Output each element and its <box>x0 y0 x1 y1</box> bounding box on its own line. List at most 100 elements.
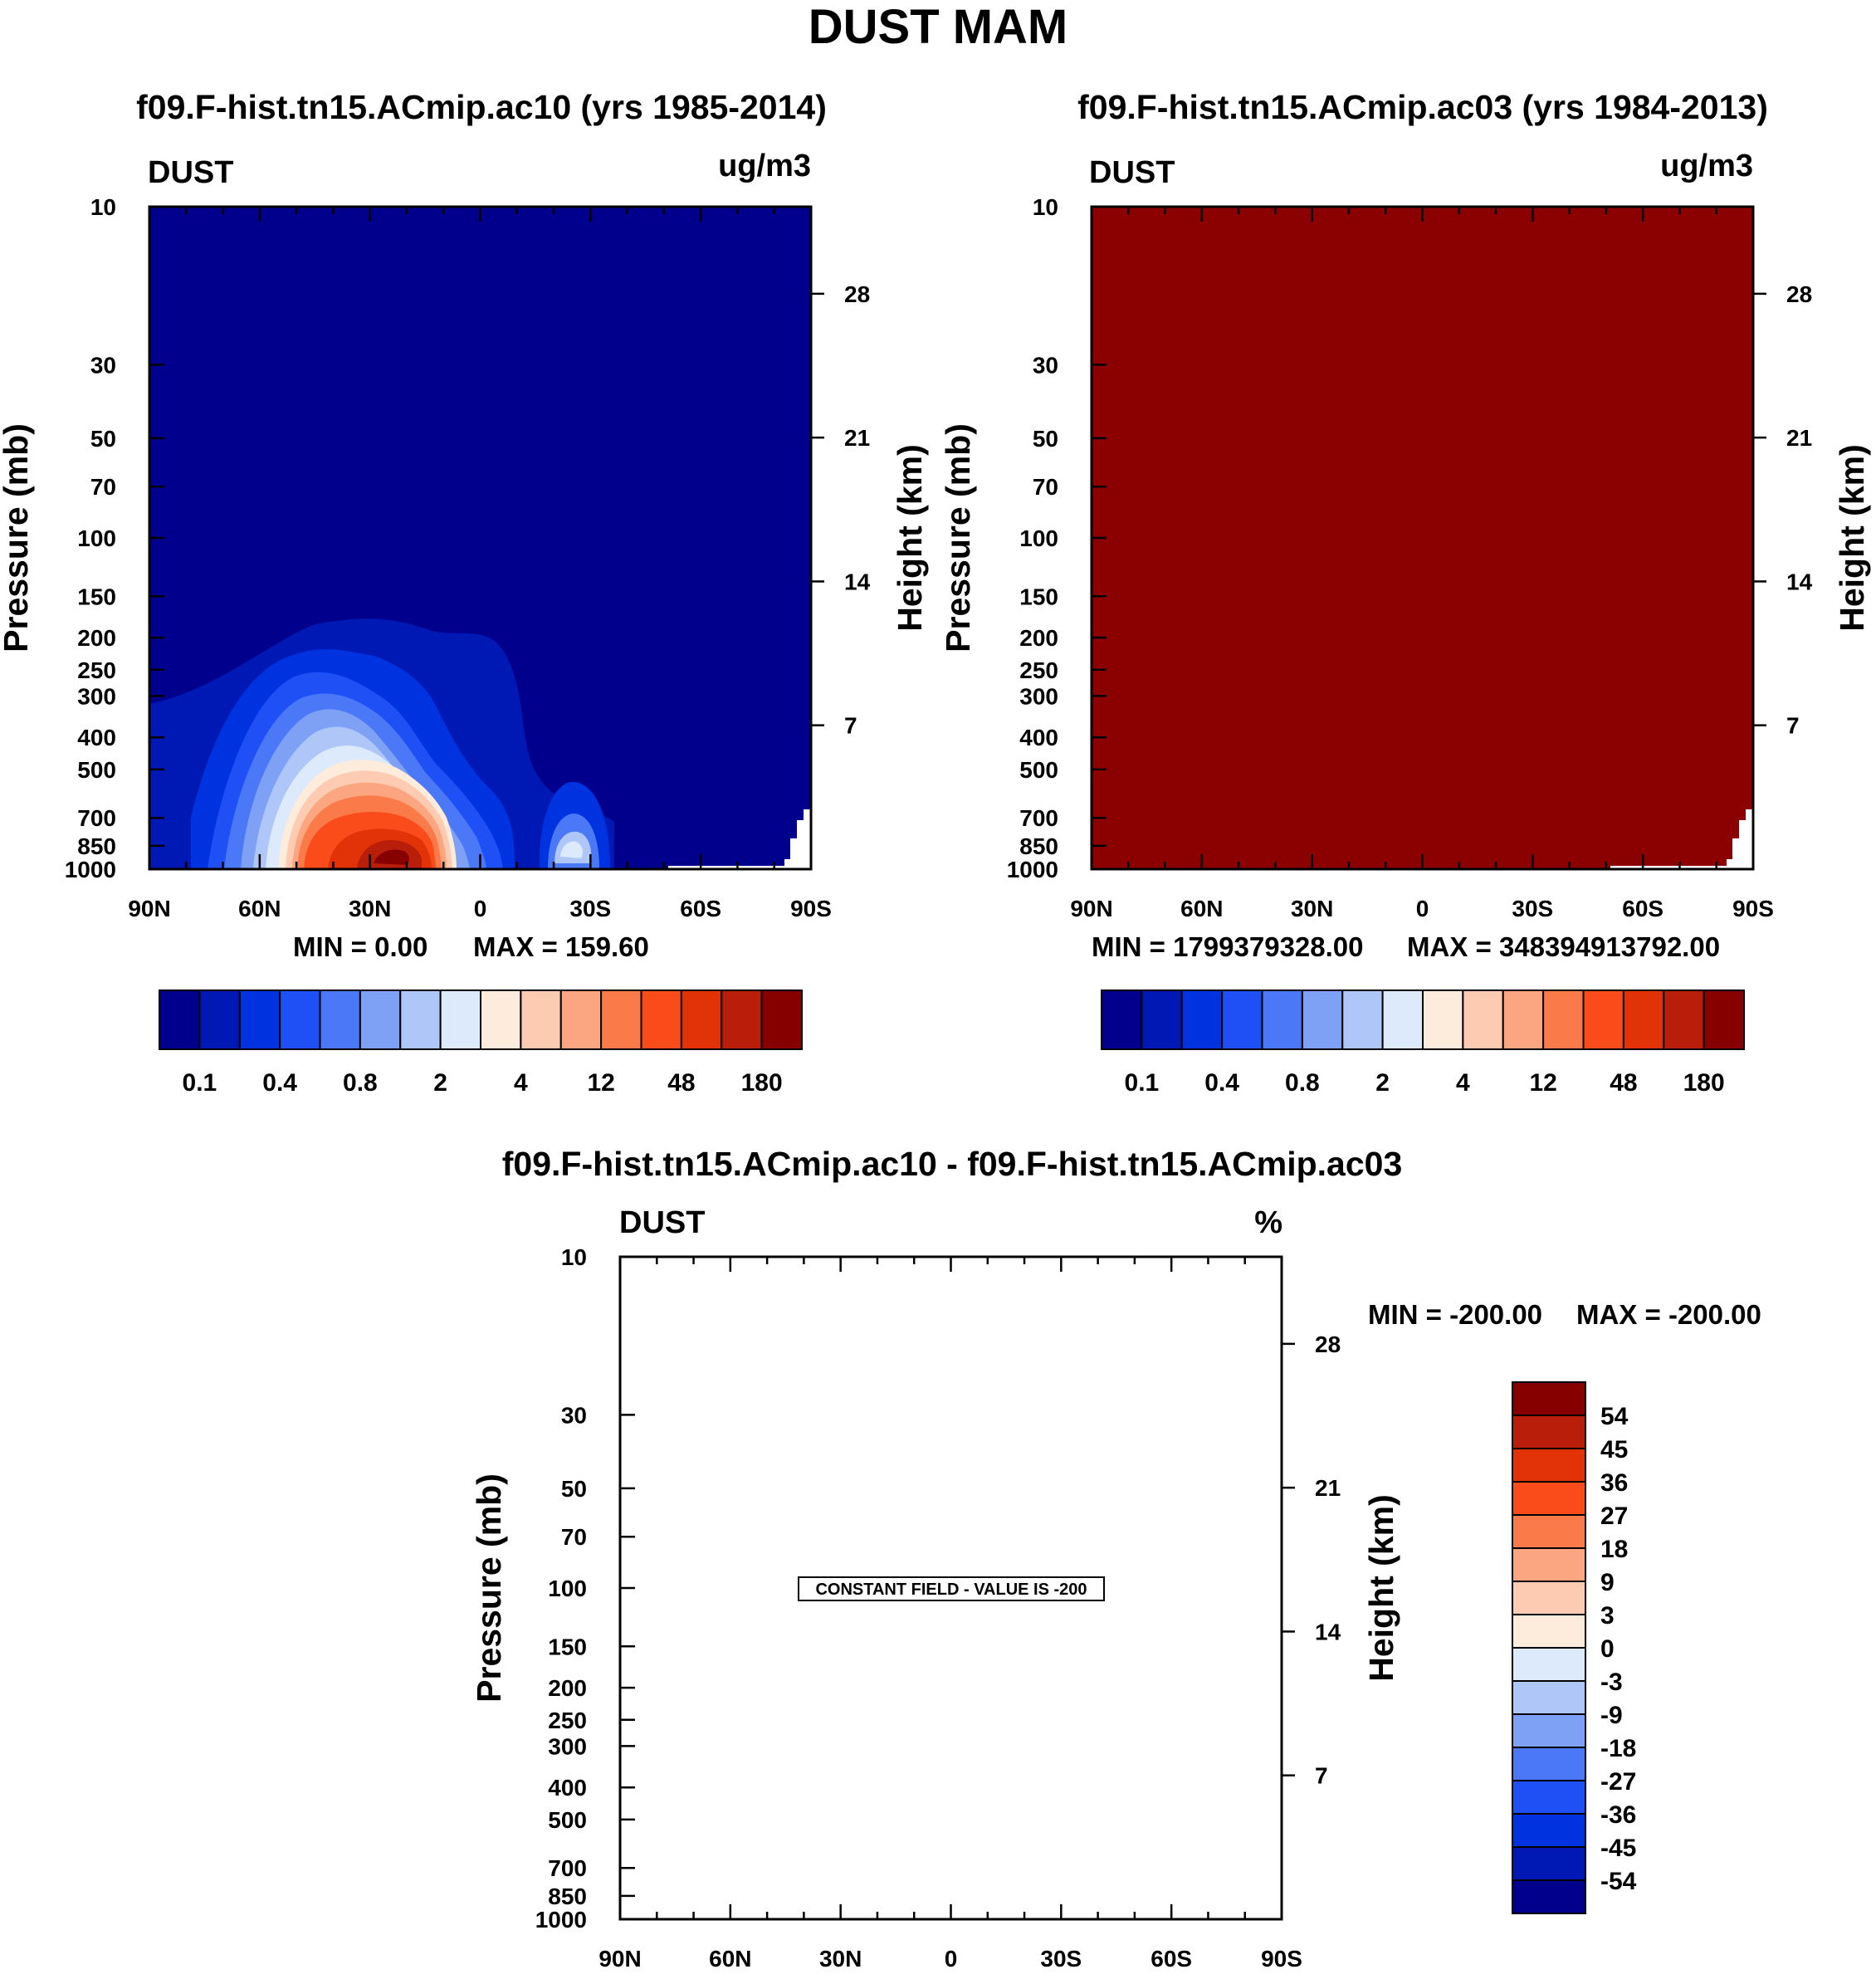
y-tick-label: 700 <box>1019 805 1058 831</box>
colorbar-box <box>1512 1581 1586 1615</box>
colorbar-label: -54 <box>1600 1868 1637 1895</box>
colorbar-box <box>1341 990 1384 1050</box>
constant-field-box <box>798 1576 1105 1601</box>
colorbar-label: 27 <box>1600 1503 1628 1530</box>
colorbar-label: 0.1 <box>1125 1069 1160 1097</box>
y-tick-label: 70 <box>1033 474 1058 500</box>
colorbar-label: 0.4 <box>262 1069 297 1097</box>
colorbar-box <box>480 990 522 1050</box>
panel-3-right-string: % <box>1254 1205 1282 1240</box>
colorbar-box <box>1141 990 1183 1050</box>
colorbar-box <box>1261 990 1303 1050</box>
colorbar-box <box>1512 1381 1586 1416</box>
x-tick-label: 90S <box>1261 1946 1302 1972</box>
y-tick-label: 50 <box>90 426 116 452</box>
colorbar-box <box>1502 990 1545 1050</box>
x-tick-label: 60S <box>1622 896 1663 921</box>
y-tick-label: 100 <box>77 525 116 551</box>
panel-1-contours <box>149 618 811 869</box>
panel-2-right-string: ug/m3 <box>1660 149 1753 183</box>
colorbar-box <box>1512 1415 1586 1449</box>
x-tick-label: 30S <box>1512 896 1553 921</box>
y-tick-label: 200 <box>548 1675 587 1701</box>
panel-1-right-string: ug/m3 <box>718 149 811 183</box>
colorbar-box <box>1301 990 1344 1050</box>
y-right-tick-label: 21 <box>1315 1475 1341 1501</box>
y-tick-label: 1000 <box>65 857 116 882</box>
y-right-tick-label: 14 <box>1315 1619 1341 1644</box>
panel-3-max: MAX = -200.00 <box>1576 1299 1761 1330</box>
x-tick-label: 0 <box>945 1946 958 1972</box>
panel-2-ylabel: Pressure (mb) <box>939 423 977 652</box>
x-tick-label: 60S <box>1151 1946 1192 1972</box>
colorbar-box <box>439 990 481 1050</box>
y-tick-label: 100 <box>1019 525 1058 551</box>
y-right-tick-label: 7 <box>844 713 857 739</box>
colorbar-label: 0 <box>1600 1635 1615 1663</box>
y-tick-label: 150 <box>77 584 116 609</box>
colorbar-box <box>1512 1747 1586 1781</box>
y-right-tick-label: 21 <box>844 425 870 451</box>
colorbar-box <box>1512 1614 1586 1649</box>
colorbar-label: 4 <box>514 1069 528 1097</box>
panel-2-title: f09.F-hist.tn15.ACmip.ac03 (yrs 1984-201… <box>1077 88 1768 126</box>
masked-terrain <box>668 809 811 869</box>
panel-3-colorbar: 54 45 36 27 18 9 3 0 -3 -9 -18 -27 -36 -45 -54 <box>1512 1381 1637 1914</box>
y-tick-label: 700 <box>77 805 116 831</box>
colorbar-box <box>198 990 241 1050</box>
colorbar-label: 2 <box>1375 1069 1390 1097</box>
x-tick-label: 90S <box>1732 896 1774 921</box>
colorbar-label: 54 <box>1600 1403 1629 1430</box>
colorbar-box <box>1512 1448 1586 1483</box>
y-right-tick-label: 14 <box>844 569 871 594</box>
colorbar-box <box>520 990 562 1050</box>
figure-title: DUST MAM <box>809 0 1068 54</box>
colorbar-label: 4 <box>1456 1069 1470 1097</box>
y-tick-label: 1000 <box>1007 857 1058 882</box>
y-tick-label: 400 <box>77 725 116 750</box>
y-tick-label: 300 <box>1019 683 1058 709</box>
colorbar-box <box>760 990 803 1050</box>
colorbar-box <box>559 990 603 1050</box>
colorbar-box <box>1512 1879 1586 1914</box>
y-tick-label: 70 <box>561 1524 587 1550</box>
y-right-tick-label: 21 <box>1786 425 1812 451</box>
panel-3: f09.F-hist.tn15.ACmip.ac10 - f09.F-hist.… <box>470 1145 1761 1972</box>
colorbar-label: 0.4 <box>1204 1069 1239 1097</box>
colorbar-box <box>1422 990 1464 1050</box>
x-tick-label: 90S <box>790 896 832 921</box>
y-tick-label: 250 <box>1019 657 1058 683</box>
colorbar-label: -9 <box>1600 1702 1623 1729</box>
colorbar-box <box>600 990 642 1050</box>
y-tick-label: 30 <box>561 1402 587 1428</box>
y-tick-label: 500 <box>77 757 116 783</box>
panel-3-axes: 90N 60N 30N 0 30S 60S 90S 10 30 50 70 100 150 200 2503… <box>535 1244 1341 1972</box>
y-right-tick-label: 14 <box>1786 569 1813 594</box>
colorbar-box <box>1663 990 1705 1050</box>
colorbar-box <box>1622 990 1665 1050</box>
y-tick-label: 30 <box>90 352 116 378</box>
colorbar-box <box>1381 990 1424 1050</box>
colorbar-label: 48 <box>1610 1069 1637 1097</box>
colorbar-label: 12 <box>1529 1069 1556 1097</box>
x-tick-label: 60N <box>1180 896 1223 921</box>
x-tick-label: 90N <box>1070 896 1112 921</box>
panel-1-left-string: DUST <box>148 155 233 190</box>
y-tick-label: 250 <box>548 1708 587 1733</box>
y-tick-label: 700 <box>548 1855 587 1881</box>
panel-2-masked-terrain <box>1610 809 1753 869</box>
colorbar-label: -27 <box>1600 1768 1636 1796</box>
y-tick-label: 50 <box>561 1476 587 1502</box>
colorbar-box <box>1703 990 1745 1050</box>
southern-blob-4 <box>560 841 583 858</box>
panel-2-left-string: DUST <box>1089 155 1175 190</box>
panel-3-ylabel: Pressure (mb) <box>470 1473 508 1703</box>
x-tick-label: 90N <box>598 1946 641 1972</box>
y-tick-label: 200 <box>77 625 116 651</box>
x-tick-label: 30N <box>349 896 391 921</box>
x-tick-label: 60N <box>238 896 281 921</box>
x-tick-label: 30S <box>569 896 611 921</box>
x-tick-label: 0 <box>1416 896 1429 921</box>
colorbar-box <box>1512 1514 1586 1549</box>
colorbar-label: 0.8 <box>343 1069 378 1097</box>
